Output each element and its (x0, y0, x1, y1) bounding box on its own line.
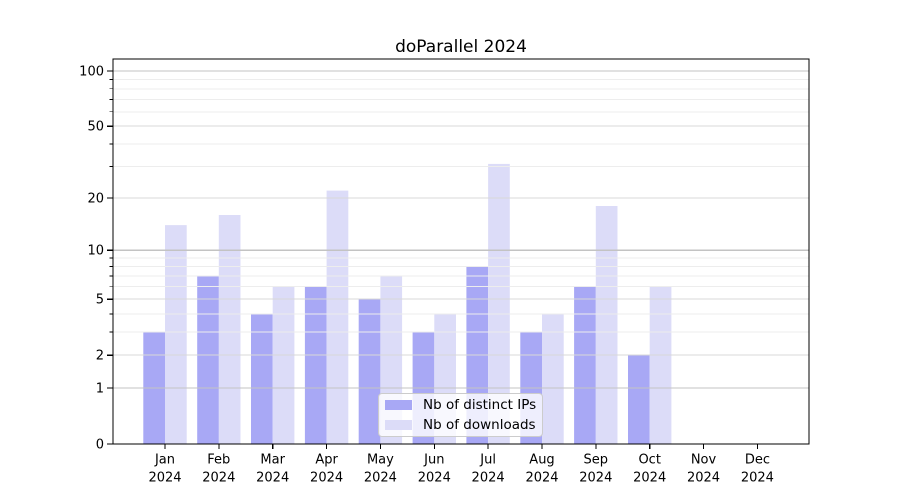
bar-apr-2024-downloads (326, 190, 349, 444)
x-tick-label-oct-2024: Oct (638, 453, 660, 468)
legend-label-distinct-ips: Nb of distinct IPs (423, 397, 536, 413)
x-tick-label-year-mar-2024: 2024 (256, 471, 289, 486)
x-tick-label-mar-2024: Mar (260, 453, 285, 468)
x-tick-label-feb-2024: Feb (207, 453, 230, 468)
x-tick-label-year-may-2024: 2024 (364, 471, 397, 486)
bar-may-2024-distinct-ips (358, 299, 381, 444)
x-tick-label-may-2024: May (367, 453, 394, 468)
y-tick-label-20: 20 (87, 191, 104, 206)
x-tick-label-jun-2024: Jun (423, 453, 444, 468)
y-tick-label-0: 0 (96, 438, 104, 453)
y-tick-label-10: 10 (87, 244, 104, 259)
x-tick-label-apr-2024: Apr (315, 453, 338, 468)
legend-label-downloads: Nb of downloads (423, 417, 536, 433)
x-tick-label-year-jun-2024: 2024 (418, 471, 451, 486)
y-tick-label-50: 50 (87, 120, 104, 135)
chart-title: doParallel 2024 (395, 37, 527, 57)
bar-jan-2024-downloads (165, 225, 187, 444)
x-tick-label-jan-2024: Jan (154, 453, 175, 468)
legend-box (378, 393, 543, 437)
bar-aug-2024-downloads (542, 313, 564, 444)
legend-swatch-distinct-ips (385, 400, 412, 410)
bar-apr-2024-distinct-ips (304, 286, 327, 444)
bar-oct-2024-downloads (649, 286, 672, 444)
bar-feb-2024-distinct-ips (197, 275, 219, 444)
x-tick-label-year-sep-2024: 2024 (579, 471, 612, 486)
x-tick-label-aug-2024: Aug (529, 453, 554, 468)
y-tick-label-2: 2 (96, 349, 104, 364)
bar-feb-2024-downloads (218, 215, 241, 444)
bar-sep-2024-downloads (595, 206, 618, 444)
x-tick-label-year-aug-2024: 2024 (525, 471, 558, 486)
x-tick-label-year-feb-2024: 2024 (202, 471, 235, 486)
x-tick-label-year-apr-2024: 2024 (310, 471, 343, 486)
bar-mar-2024-downloads (272, 286, 295, 444)
x-tick-label-year-dec-2024: 2024 (741, 471, 774, 486)
bar-sep-2024-distinct-ips (574, 286, 596, 444)
y-tick-label-5: 5 (96, 293, 104, 308)
x-tick-label-sep-2024: Sep (584, 453, 609, 468)
y-tick-label-100: 100 (79, 65, 104, 80)
legend: Nb of distinct IPs Nb of downloads (378, 393, 543, 437)
x-tick-label-year-oct-2024: 2024 (633, 471, 666, 486)
bar-oct-2024-distinct-ips (628, 355, 650, 444)
y-tick-label-1: 1 (96, 382, 104, 397)
x-tick-label-year-nov-2024: 2024 (687, 471, 720, 486)
x-tick-label-dec-2024: Dec (745, 453, 770, 468)
bar-jul-2024-downloads (488, 163, 510, 444)
bar-mar-2024-distinct-ips (251, 313, 273, 444)
x-tick-label-year-jul-2024: 2024 (472, 471, 505, 486)
gridlines-layer (113, 70, 809, 389)
axes-layer: 0 1 2 5 10 20 50 100 Jan 2024 Feb 2024 Mar 2024 Apr 202… (79, 58, 810, 486)
x-tick-label-year-jan-2024: 2024 (148, 471, 181, 486)
legend-swatch-downloads (385, 420, 412, 430)
x-tick-label-nov-2024: Nov (691, 453, 717, 468)
plot-frame (112, 58, 810, 445)
x-tick-label-jul-2024: Jul (479, 453, 496, 468)
